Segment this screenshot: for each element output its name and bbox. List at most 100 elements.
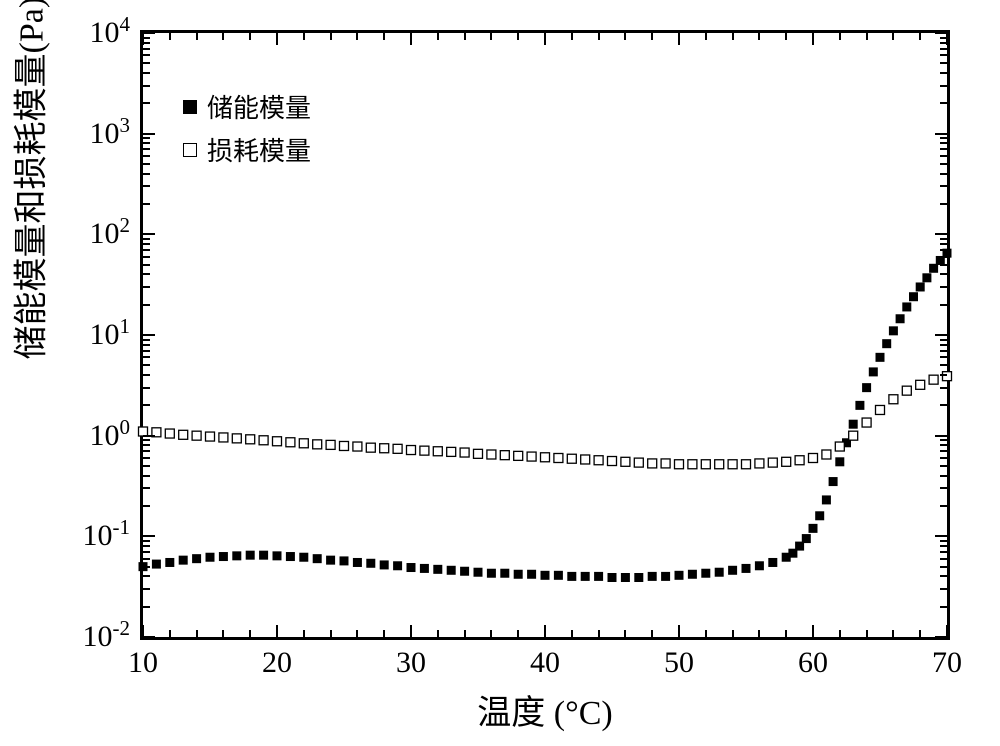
storage-modulus-point: [460, 567, 469, 576]
loss-modulus-point: [554, 453, 563, 462]
loss-modulus-point: [929, 375, 938, 384]
storage-modulus-point: [527, 570, 536, 579]
tick-minor: [143, 487, 150, 489]
tick-minor: [940, 505, 947, 507]
tick-minor: [143, 505, 150, 507]
loss-modulus-point: [514, 451, 523, 460]
tick-major: [143, 535, 155, 537]
tick-minor: [222, 630, 224, 637]
tick-minor: [892, 630, 894, 637]
loss-modulus-point: [192, 431, 201, 440]
open-square-icon: [183, 143, 197, 157]
tick-major: [935, 133, 947, 135]
storage-modulus-point: [815, 511, 824, 520]
tick-major: [143, 32, 155, 34]
tick-minor: [143, 588, 150, 590]
tick-minor: [143, 339, 150, 341]
loss-modulus-point: [849, 431, 858, 440]
loss-modulus-point: [219, 433, 228, 442]
tick-major: [143, 233, 155, 235]
tick-minor: [222, 33, 224, 40]
storage-modulus-point: [393, 561, 402, 570]
storage-modulus-point: [634, 573, 643, 582]
tick-major: [143, 133, 155, 135]
loss-modulus-point: [581, 455, 590, 464]
tick-minor: [940, 54, 947, 56]
tick-major: [935, 636, 947, 638]
tick-minor: [940, 42, 947, 44]
loss-modulus-point: [755, 459, 764, 468]
storage-modulus-point: [675, 571, 684, 580]
loss-modulus-point: [567, 454, 576, 463]
tick-minor: [143, 203, 150, 205]
tick-minor: [143, 286, 150, 288]
tick-minor: [143, 264, 150, 266]
storage-modulus-point: [219, 552, 228, 561]
storage-modulus-point: [661, 572, 670, 581]
storage-modulus-point: [206, 553, 215, 562]
loss-modulus-point: [688, 460, 697, 469]
tick-major: [276, 33, 278, 45]
storage-modulus-point: [407, 563, 416, 572]
loss-modulus-point: [608, 457, 617, 466]
y-tick-label: 101: [90, 318, 131, 352]
storage-modulus-point: [246, 551, 255, 560]
storage-modulus-point: [768, 558, 777, 567]
tick-minor: [143, 475, 150, 477]
tick-minor: [169, 630, 171, 637]
tick-minor: [143, 185, 150, 187]
tick-major: [935, 334, 947, 336]
storage-modulus-point: [541, 571, 550, 580]
tick-minor: [940, 439, 947, 441]
tick-minor: [940, 304, 947, 306]
plot-area: 储能模量损耗模量: [140, 30, 950, 640]
storage-modulus-point: [876, 353, 885, 362]
x-axis-label: 温度 (°C): [140, 685, 950, 734]
storage-modulus-point: [889, 326, 898, 335]
tick-minor: [169, 33, 171, 40]
loss-modulus-point: [527, 452, 536, 461]
tick-minor: [940, 339, 947, 341]
tick-minor: [624, 33, 626, 40]
tick-minor: [940, 450, 947, 452]
tick-major: [678, 33, 680, 45]
legend-item: 损耗模量: [183, 131, 311, 168]
loss-modulus-point: [460, 448, 469, 457]
tick-major: [143, 636, 155, 638]
tick-minor: [940, 85, 947, 87]
loss-modulus-point: [634, 458, 643, 467]
loss-modulus-point: [835, 442, 844, 451]
tick-minor: [143, 243, 150, 245]
tick-minor: [785, 33, 787, 40]
loss-modulus-point: [232, 434, 241, 443]
tick-minor: [940, 588, 947, 590]
tick-minor: [143, 62, 150, 64]
y-tick-label: 102: [90, 217, 131, 251]
loss-modulus-point: [259, 436, 268, 445]
tick-minor: [383, 630, 385, 637]
tick-major: [544, 33, 546, 45]
tick-minor: [143, 148, 150, 150]
tick-minor: [940, 62, 947, 64]
storage-modulus-point: [648, 572, 657, 581]
storage-modulus-point: [822, 495, 831, 504]
storage-modulus-point: [232, 551, 241, 560]
tick-minor: [143, 163, 150, 165]
tick-minor: [940, 350, 947, 352]
tick-minor: [303, 33, 305, 40]
tick-minor: [143, 558, 150, 560]
tick-minor: [143, 42, 150, 44]
tick-minor: [866, 33, 868, 40]
loss-modulus-point: [675, 460, 684, 469]
filled-square-icon: [183, 100, 197, 114]
tick-minor: [940, 364, 947, 366]
tick-minor: [919, 630, 921, 637]
loss-modulus-point: [701, 460, 710, 469]
tick-minor: [143, 350, 150, 352]
tick-minor: [940, 155, 947, 157]
tick-minor: [940, 475, 947, 477]
loss-modulus-point: [165, 429, 174, 438]
tick-minor: [143, 566, 150, 568]
tick-minor: [940, 173, 947, 175]
x-tick-label: 60: [798, 646, 828, 680]
